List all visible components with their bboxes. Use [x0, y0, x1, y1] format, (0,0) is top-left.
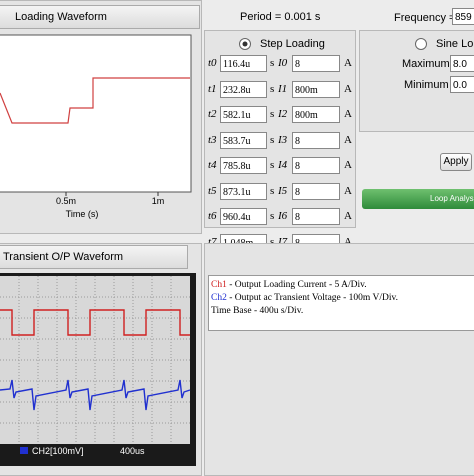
i-label: I4	[278, 159, 288, 171]
maximum-input[interactable]: 8.0	[450, 55, 474, 72]
t-label: t3	[208, 133, 217, 146]
maximum-label: Maximum	[402, 58, 450, 70]
t-label: t6	[208, 210, 217, 222]
waveform-line	[0, 77, 190, 124]
time-input[interactable]: 232.8u	[220, 80, 267, 98]
current-unit: A	[344, 108, 352, 120]
ch2-scale: CH2[100mV]	[32, 446, 84, 456]
ch2-trace	[0, 379, 191, 411]
current-input[interactable]: 800m	[292, 80, 340, 98]
i-label: I3	[278, 133, 288, 146]
scope-grid	[0, 276, 190, 444]
i-label: I5	[278, 184, 288, 197]
time-unit: s	[270, 184, 275, 197]
current-input[interactable]: 8	[292, 208, 340, 225]
current-unit: A	[344, 210, 352, 222]
minimum-input[interactable]: 0.0	[450, 76, 474, 93]
current-unit: A	[344, 57, 352, 69]
time-unit: s	[270, 82, 275, 95]
legend-text: - Output Loading Current - 5 A/Div.	[226, 280, 367, 290]
t-label: t2	[208, 108, 217, 120]
time-unit: s	[270, 133, 275, 146]
t-label: t1	[208, 82, 217, 95]
time-unit: s	[270, 57, 275, 69]
legend-text: - 400u s/Div.	[251, 306, 304, 316]
x-tick-label: 1m	[152, 196, 165, 206]
time-input[interactable]: 873.1u	[220, 182, 267, 200]
minimum-label: Minimum	[404, 79, 449, 91]
time-input[interactable]: 583.7u	[220, 131, 267, 149]
time-input[interactable]: 582.1u	[220, 106, 267, 123]
legend-lines: Ch1 - Output Loading Current - 5 A/Div. C…	[209, 276, 474, 321]
current-unit: A	[344, 133, 352, 146]
plot-area	[0, 34, 192, 193]
time-unit: s	[270, 159, 275, 171]
x-tick-label: 0.5m	[56, 196, 76, 206]
t-label: t7	[208, 235, 217, 248]
time-unit: s	[270, 210, 275, 222]
scope: CH2[100mV] 400us	[0, 273, 196, 466]
current-unit: A	[344, 184, 352, 197]
radio[interactable]	[414, 37, 428, 51]
ch1-trace	[0, 309, 190, 336]
loop-analysis-button[interactable]: Loop Analys	[362, 189, 474, 209]
current-input[interactable]: 8	[292, 131, 340, 149]
i-label: I0	[278, 57, 288, 69]
channel-name: Ch2	[211, 293, 227, 303]
frequency-label: Frequency =	[394, 12, 456, 24]
current-input[interactable]: 8	[292, 157, 340, 174]
radio-selected[interactable]	[238, 37, 252, 51]
frequency-input[interactable]: 859	[452, 8, 474, 25]
time-input[interactable]: 785.8u	[220, 157, 267, 174]
current-input[interactable]: 8	[292, 182, 340, 200]
period-label: Period = 0.001 s	[240, 11, 321, 23]
i-label: I7	[278, 235, 288, 248]
current-input[interactable]: 8	[292, 55, 340, 72]
apply-button[interactable]: Apply	[440, 153, 472, 171]
legend-line: Ch2 - Output ac Transient Voltage - 100m…	[211, 292, 474, 305]
current-unit: A	[344, 235, 352, 248]
t-label: t0	[208, 57, 217, 69]
time-input[interactable]: 116.4u	[220, 55, 267, 72]
current-input[interactable]: 800m	[292, 106, 340, 123]
t-label: t5	[208, 184, 217, 197]
panel-header: Loading Waveform	[0, 5, 200, 29]
legend-line: Time Base - 400u s/Div.	[211, 305, 474, 318]
current-unit: A	[344, 159, 352, 171]
ch2-swatch	[20, 447, 28, 454]
channel-name: Time Base	[211, 306, 252, 316]
channel-name: Ch1	[211, 280, 227, 290]
sine-loading-label: Sine Lo	[436, 38, 474, 50]
legend-text: - Output ac Transient Voltage - 100m V/D…	[226, 293, 399, 303]
x-axis-label: Time (s)	[66, 209, 99, 219]
time-unit: s	[270, 235, 275, 248]
i-label: I1	[278, 82, 288, 95]
legend-box: Ch1 - Output Loading Current - 5 A/Div. C…	[208, 275, 474, 331]
current-unit: A	[344, 82, 352, 95]
time-unit: s	[270, 108, 275, 120]
panel-header: Transient O/P Waveform	[0, 245, 188, 269]
legend-line: Ch1 - Output Loading Current - 5 A/Div.	[211, 279, 474, 292]
t-label: t4	[208, 159, 217, 171]
time-input[interactable]: 960.4u	[220, 208, 267, 225]
i-label: I6	[278, 210, 288, 222]
loading-chart: 0.5m 1m Time (s)	[0, 34, 192, 219]
i-label: I2	[278, 108, 288, 120]
step-loading-label: Step Loading	[260, 38, 325, 50]
time-scale: 400us	[120, 446, 145, 456]
